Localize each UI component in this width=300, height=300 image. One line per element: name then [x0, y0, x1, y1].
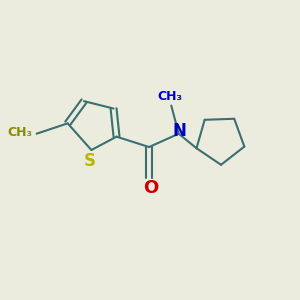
Text: S: S [84, 152, 96, 170]
Text: N: N [172, 122, 186, 140]
Text: CH₃: CH₃ [7, 126, 32, 139]
Text: CH₃: CH₃ [157, 90, 182, 103]
Text: O: O [143, 179, 158, 197]
